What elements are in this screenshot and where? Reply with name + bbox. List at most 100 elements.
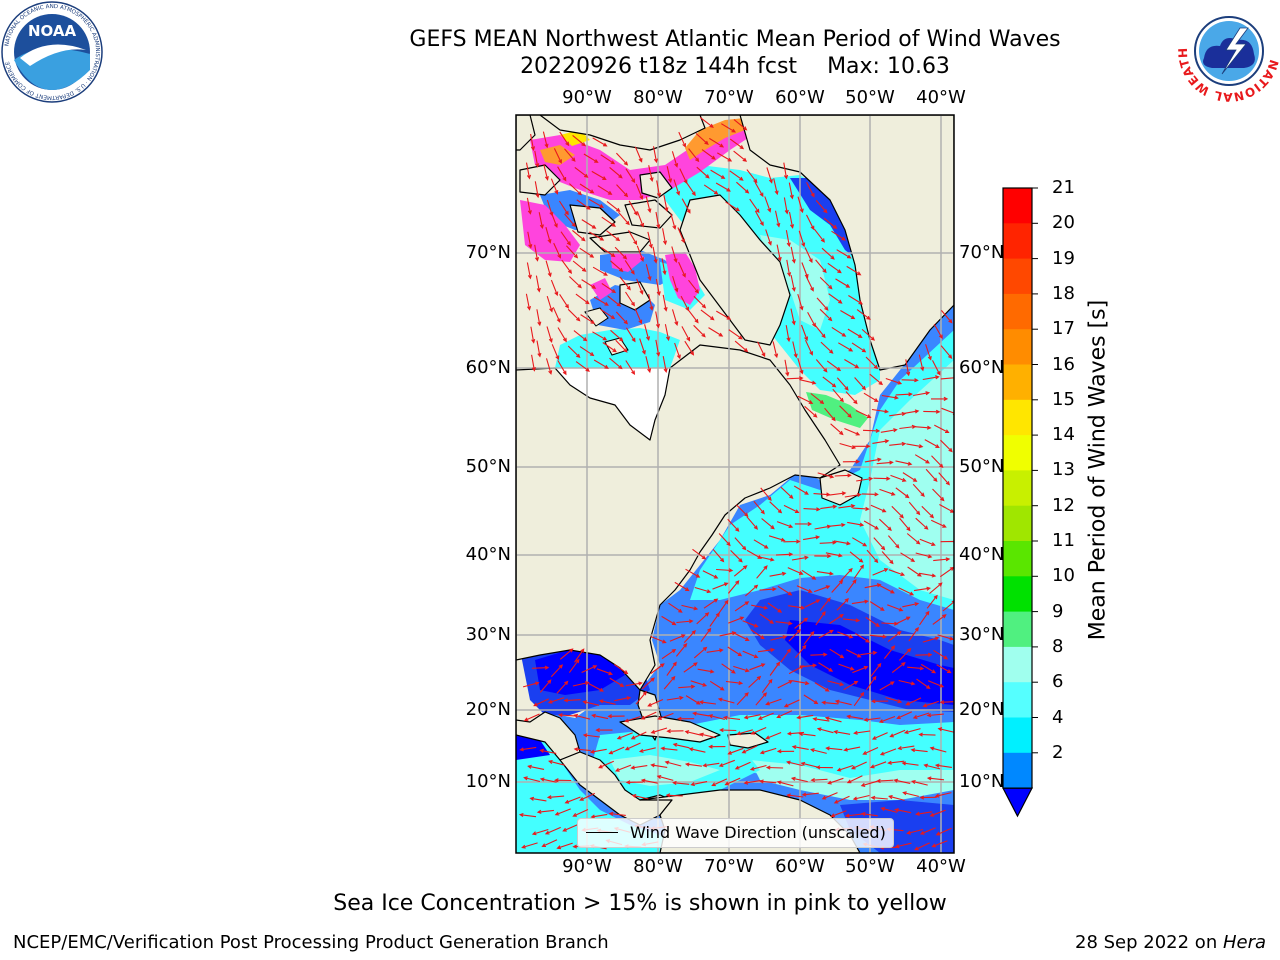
wind-wave-arrow xyxy=(805,339,813,356)
wind-wave-arrow xyxy=(700,627,712,642)
wind-wave-arrow xyxy=(681,198,691,214)
wind-wave-arrow xyxy=(885,377,903,385)
lat-label-right: 70°N xyxy=(959,242,1005,263)
wind-wave-arrow xyxy=(796,714,814,720)
wind-wave-arrow xyxy=(556,842,573,850)
wind-wave-arrow xyxy=(684,762,702,767)
lat-label-left: 40°N xyxy=(465,544,511,565)
wind-wave-arrow xyxy=(815,765,833,770)
wind-wave-arrow xyxy=(776,710,793,719)
wind-wave-arrow xyxy=(907,566,922,577)
wind-wave-arrow xyxy=(804,405,818,418)
wind-wave-arrow xyxy=(681,326,691,342)
lon-label-bottom: 90°W xyxy=(562,856,612,877)
wind-wave-arrow xyxy=(905,359,911,377)
wind-wave-arrow xyxy=(864,457,882,463)
wind-wave-arrow xyxy=(668,602,683,613)
wind-wave-arrow xyxy=(846,714,864,720)
wind-wave-arrow xyxy=(933,649,949,660)
wind-wave-arrow xyxy=(827,680,845,687)
wind-wave-arrow xyxy=(532,665,550,670)
wind-wave-arrow xyxy=(850,761,867,770)
wind-wave-arrow xyxy=(820,341,834,354)
wind-wave-arrow xyxy=(776,749,795,754)
wind-wave-arrow xyxy=(600,154,616,165)
wind-wave-arrow xyxy=(855,410,872,419)
wind-wave-arrow xyxy=(581,219,597,229)
wind-wave-arrow xyxy=(636,245,644,262)
wind-wave-arrow xyxy=(685,181,696,197)
wind-wave-arrow xyxy=(625,681,643,687)
wind-wave-arrow xyxy=(826,360,842,372)
wind-wave-arrow xyxy=(844,492,862,498)
wind-wave-arrow xyxy=(650,727,668,734)
wind-wave-arrow xyxy=(734,537,747,551)
wind-wave-arrow xyxy=(876,778,894,784)
wind-wave-arrow xyxy=(924,439,940,448)
wind-wave-arrow xyxy=(862,746,879,755)
colorbar-tick-label: 6 xyxy=(1052,671,1064,693)
wind-wave-arrow xyxy=(746,169,758,184)
wind-wave-arrow xyxy=(901,378,919,383)
map-legend: Wind Wave Direction (unscaled) xyxy=(577,818,894,848)
wind-wave-arrow xyxy=(906,828,924,835)
wind-wave-arrow xyxy=(915,552,933,559)
wind-wave-arrow xyxy=(674,342,681,360)
ocean-light-band xyxy=(860,360,954,600)
wind-wave-arrow xyxy=(561,259,573,274)
wind-wave-arrow xyxy=(701,149,716,160)
wind-wave-arrow xyxy=(934,763,952,768)
wind-wave-arrow xyxy=(518,812,537,818)
wind-wave-arrow xyxy=(618,211,630,226)
wind-wave-arrow xyxy=(863,520,880,530)
wind-wave-arrow xyxy=(550,178,559,195)
wind-wave-arrow xyxy=(736,504,749,517)
wind-wave-arrow xyxy=(831,579,844,593)
wind-wave-arrow xyxy=(734,340,749,353)
wind-wave-arrow xyxy=(814,324,826,339)
colorbar-segment xyxy=(1003,611,1032,648)
wind-wave-arrow xyxy=(601,216,617,227)
wind-wave-arrow xyxy=(525,293,532,311)
wind-wave-arrow xyxy=(573,713,591,720)
wind-wave-arrow xyxy=(815,359,828,373)
wind-wave-arrow xyxy=(818,662,834,672)
wind-wave-arrow xyxy=(677,716,695,721)
wind-wave-arrow xyxy=(846,775,863,784)
wind-wave-arrow xyxy=(881,551,894,565)
wind-wave-arrow xyxy=(647,231,653,249)
wind-wave-arrow xyxy=(780,486,794,499)
lon-label-top: 70°W xyxy=(704,87,754,108)
wind-wave-arrow xyxy=(798,230,806,248)
wind-wave-arrow xyxy=(665,793,683,798)
wind-wave-arrow xyxy=(926,713,944,718)
wind-wave-arrow xyxy=(661,615,677,626)
wind-wave-arrow xyxy=(725,680,744,686)
wind-wave-arrow xyxy=(932,614,947,625)
colorbar-segment xyxy=(1003,576,1032,613)
wind-wave-arrow xyxy=(783,699,800,708)
wind-wave-arrow xyxy=(579,346,595,357)
wind-wave-arrow xyxy=(607,295,622,307)
wind-wave-arrow xyxy=(862,428,881,433)
wind-wave-arrow xyxy=(595,728,613,733)
wind-wave-arrow xyxy=(847,521,865,527)
wind-wave-arrow xyxy=(688,279,700,294)
wind-wave-arrow xyxy=(861,492,879,497)
wind-wave-arrow xyxy=(590,813,608,819)
wind-wave-arrow xyxy=(666,661,677,676)
wind-wave-arrow xyxy=(727,580,740,594)
wind-wave-arrow xyxy=(863,392,879,403)
wind-wave-arrow xyxy=(716,310,732,320)
wind-wave-arrow xyxy=(817,472,835,479)
wind-wave-arrow xyxy=(800,761,818,768)
wind-wave-arrow xyxy=(906,443,924,449)
wind-wave-arrow xyxy=(572,229,586,242)
wind-wave-arrow xyxy=(614,246,628,260)
wind-wave-arrow xyxy=(824,716,842,723)
wind-wave-arrow xyxy=(546,326,553,343)
wind-wave-arrow xyxy=(824,407,836,422)
wind-wave-arrow xyxy=(710,169,726,179)
wind-wave-arrow xyxy=(931,396,949,401)
wind-wave-arrow xyxy=(803,535,821,541)
